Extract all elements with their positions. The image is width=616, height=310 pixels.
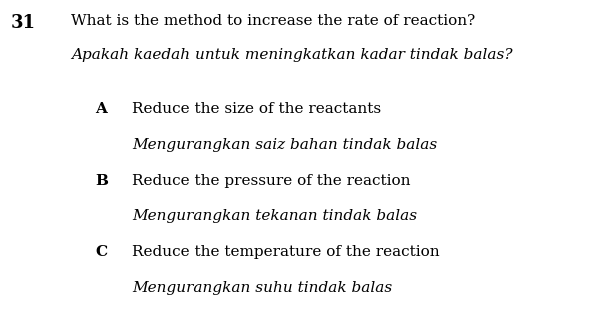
Text: Mengurangkan saiz bahan tindak balas: Mengurangkan saiz bahan tindak balas	[132, 138, 438, 152]
Text: Reduce the pressure of the reaction: Reduce the pressure of the reaction	[132, 174, 411, 188]
Text: Mengurangkan suhu tindak balas: Mengurangkan suhu tindak balas	[132, 281, 392, 294]
Text: Reduce the size of the reactants: Reduce the size of the reactants	[132, 102, 381, 116]
Text: C: C	[95, 245, 108, 259]
Text: B: B	[95, 174, 108, 188]
Text: 31: 31	[11, 14, 36, 32]
Text: Mengurangkan tekanan tindak balas: Mengurangkan tekanan tindak balas	[132, 209, 418, 223]
Text: A: A	[95, 102, 107, 116]
Text: Reduce the temperature of the reaction: Reduce the temperature of the reaction	[132, 245, 440, 259]
Text: Apakah kaedah untuk meningkatkan kadar tindak balas?: Apakah kaedah untuk meningkatkan kadar t…	[71, 48, 513, 62]
Text: What is the method to increase the rate of reaction?: What is the method to increase the rate …	[71, 14, 475, 28]
